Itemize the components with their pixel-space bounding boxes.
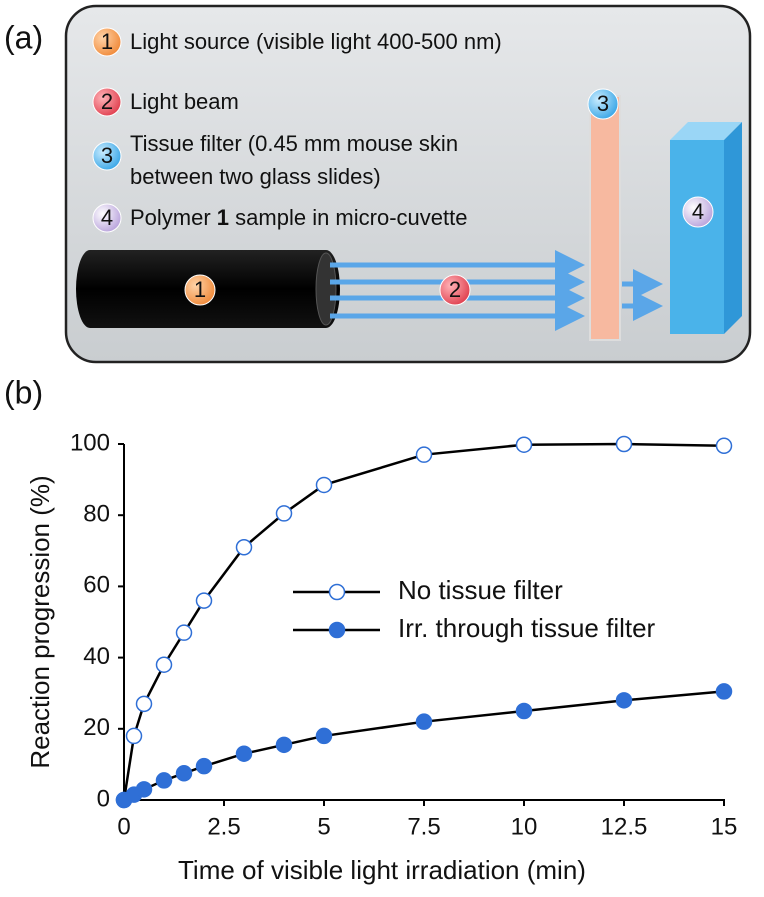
data-point: [515, 436, 533, 453]
number-badge: [92, 87, 122, 117]
text-bold: 1: [217, 205, 229, 230]
data-point: [155, 772, 173, 789]
badge-number: 3: [101, 143, 113, 168]
data-point: [415, 713, 433, 730]
x-tick-label: 7.5: [407, 813, 440, 840]
data-point: [235, 745, 253, 762]
data-point: [275, 505, 293, 522]
x-axis-label: Time of visible light irradiation (min): [178, 855, 586, 885]
y-tick-label: 60: [83, 572, 110, 599]
number-badge: [92, 27, 122, 57]
data-point: [615, 692, 633, 709]
y-tick-label: 100: [70, 429, 110, 456]
data-point: [275, 736, 293, 754]
data-point: [415, 446, 433, 463]
data-point: [125, 727, 143, 745]
badge-number: 4: [101, 205, 113, 230]
cuvette-side: [724, 122, 742, 334]
x-tick-label: 0: [117, 813, 130, 840]
number-badge: [92, 203, 122, 233]
data-point: [315, 727, 333, 745]
data-point: [715, 437, 733, 455]
data-point: [715, 683, 733, 700]
legend-label: Irr. through tissue filter: [398, 613, 656, 643]
number-badge: [439, 274, 471, 306]
number-badge: [587, 88, 619, 120]
data-point: [195, 757, 213, 775]
panel-label: (a): [4, 19, 43, 55]
badge-number: 2: [101, 89, 113, 114]
y-tick-label: 0: [97, 785, 110, 812]
x-tick-label: 5: [317, 813, 330, 840]
legend-text: Polymer 1 sample in micro-cuvette: [130, 205, 467, 230]
y-axis-label: Reaction progression (%): [25, 475, 55, 768]
legend-text: between two glass slides): [130, 164, 381, 189]
cuvette: [670, 140, 724, 334]
panel-label: (b): [4, 374, 43, 410]
badge-number: 1: [194, 277, 206, 302]
legend-marker: [328, 583, 346, 601]
data-point: [315, 476, 333, 494]
data-point: [235, 538, 253, 556]
data-point: [615, 435, 633, 453]
text-part: sample in micro-cuvette: [229, 205, 467, 230]
data-point: [135, 695, 153, 713]
badge-number: 4: [692, 199, 704, 224]
badge-number: 3: [597, 91, 609, 116]
legend-label: No tissue filter: [398, 575, 563, 605]
text-part: Polymer: [130, 205, 217, 230]
data-point: [175, 765, 193, 782]
number-badge: [184, 274, 216, 306]
x-tick-label: 10: [511, 813, 538, 840]
badge-number: 2: [449, 277, 461, 302]
data-point: [195, 592, 213, 609]
data-point: [135, 781, 153, 798]
light-source-end: [315, 252, 337, 326]
tissue-filter: [589, 95, 621, 341]
x-tick-label: 12.5: [601, 813, 648, 840]
y-tick-label: 80: [83, 501, 110, 528]
y-tick-label: 40: [83, 643, 110, 670]
cuvette-top: [670, 122, 742, 140]
number-badge: [92, 141, 122, 171]
badge-number: 1: [101, 29, 113, 54]
number-badge: [682, 196, 714, 228]
legend-text: Light source (visible light 400-500 nm): [130, 29, 502, 54]
data-point: [155, 656, 173, 673]
series-line: [123, 690, 725, 802]
data-point: [515, 702, 533, 720]
data-point: [175, 624, 193, 641]
legend-marker: [328, 621, 346, 639]
x-tick-label: 2.5: [207, 813, 240, 840]
y-tick-label: 20: [83, 714, 110, 741]
legend-text: Tissue filter (0.45 mm mouse skin: [130, 131, 458, 156]
legend-text: Light beam: [130, 89, 239, 114]
x-tick-label: 15: [711, 813, 738, 840]
